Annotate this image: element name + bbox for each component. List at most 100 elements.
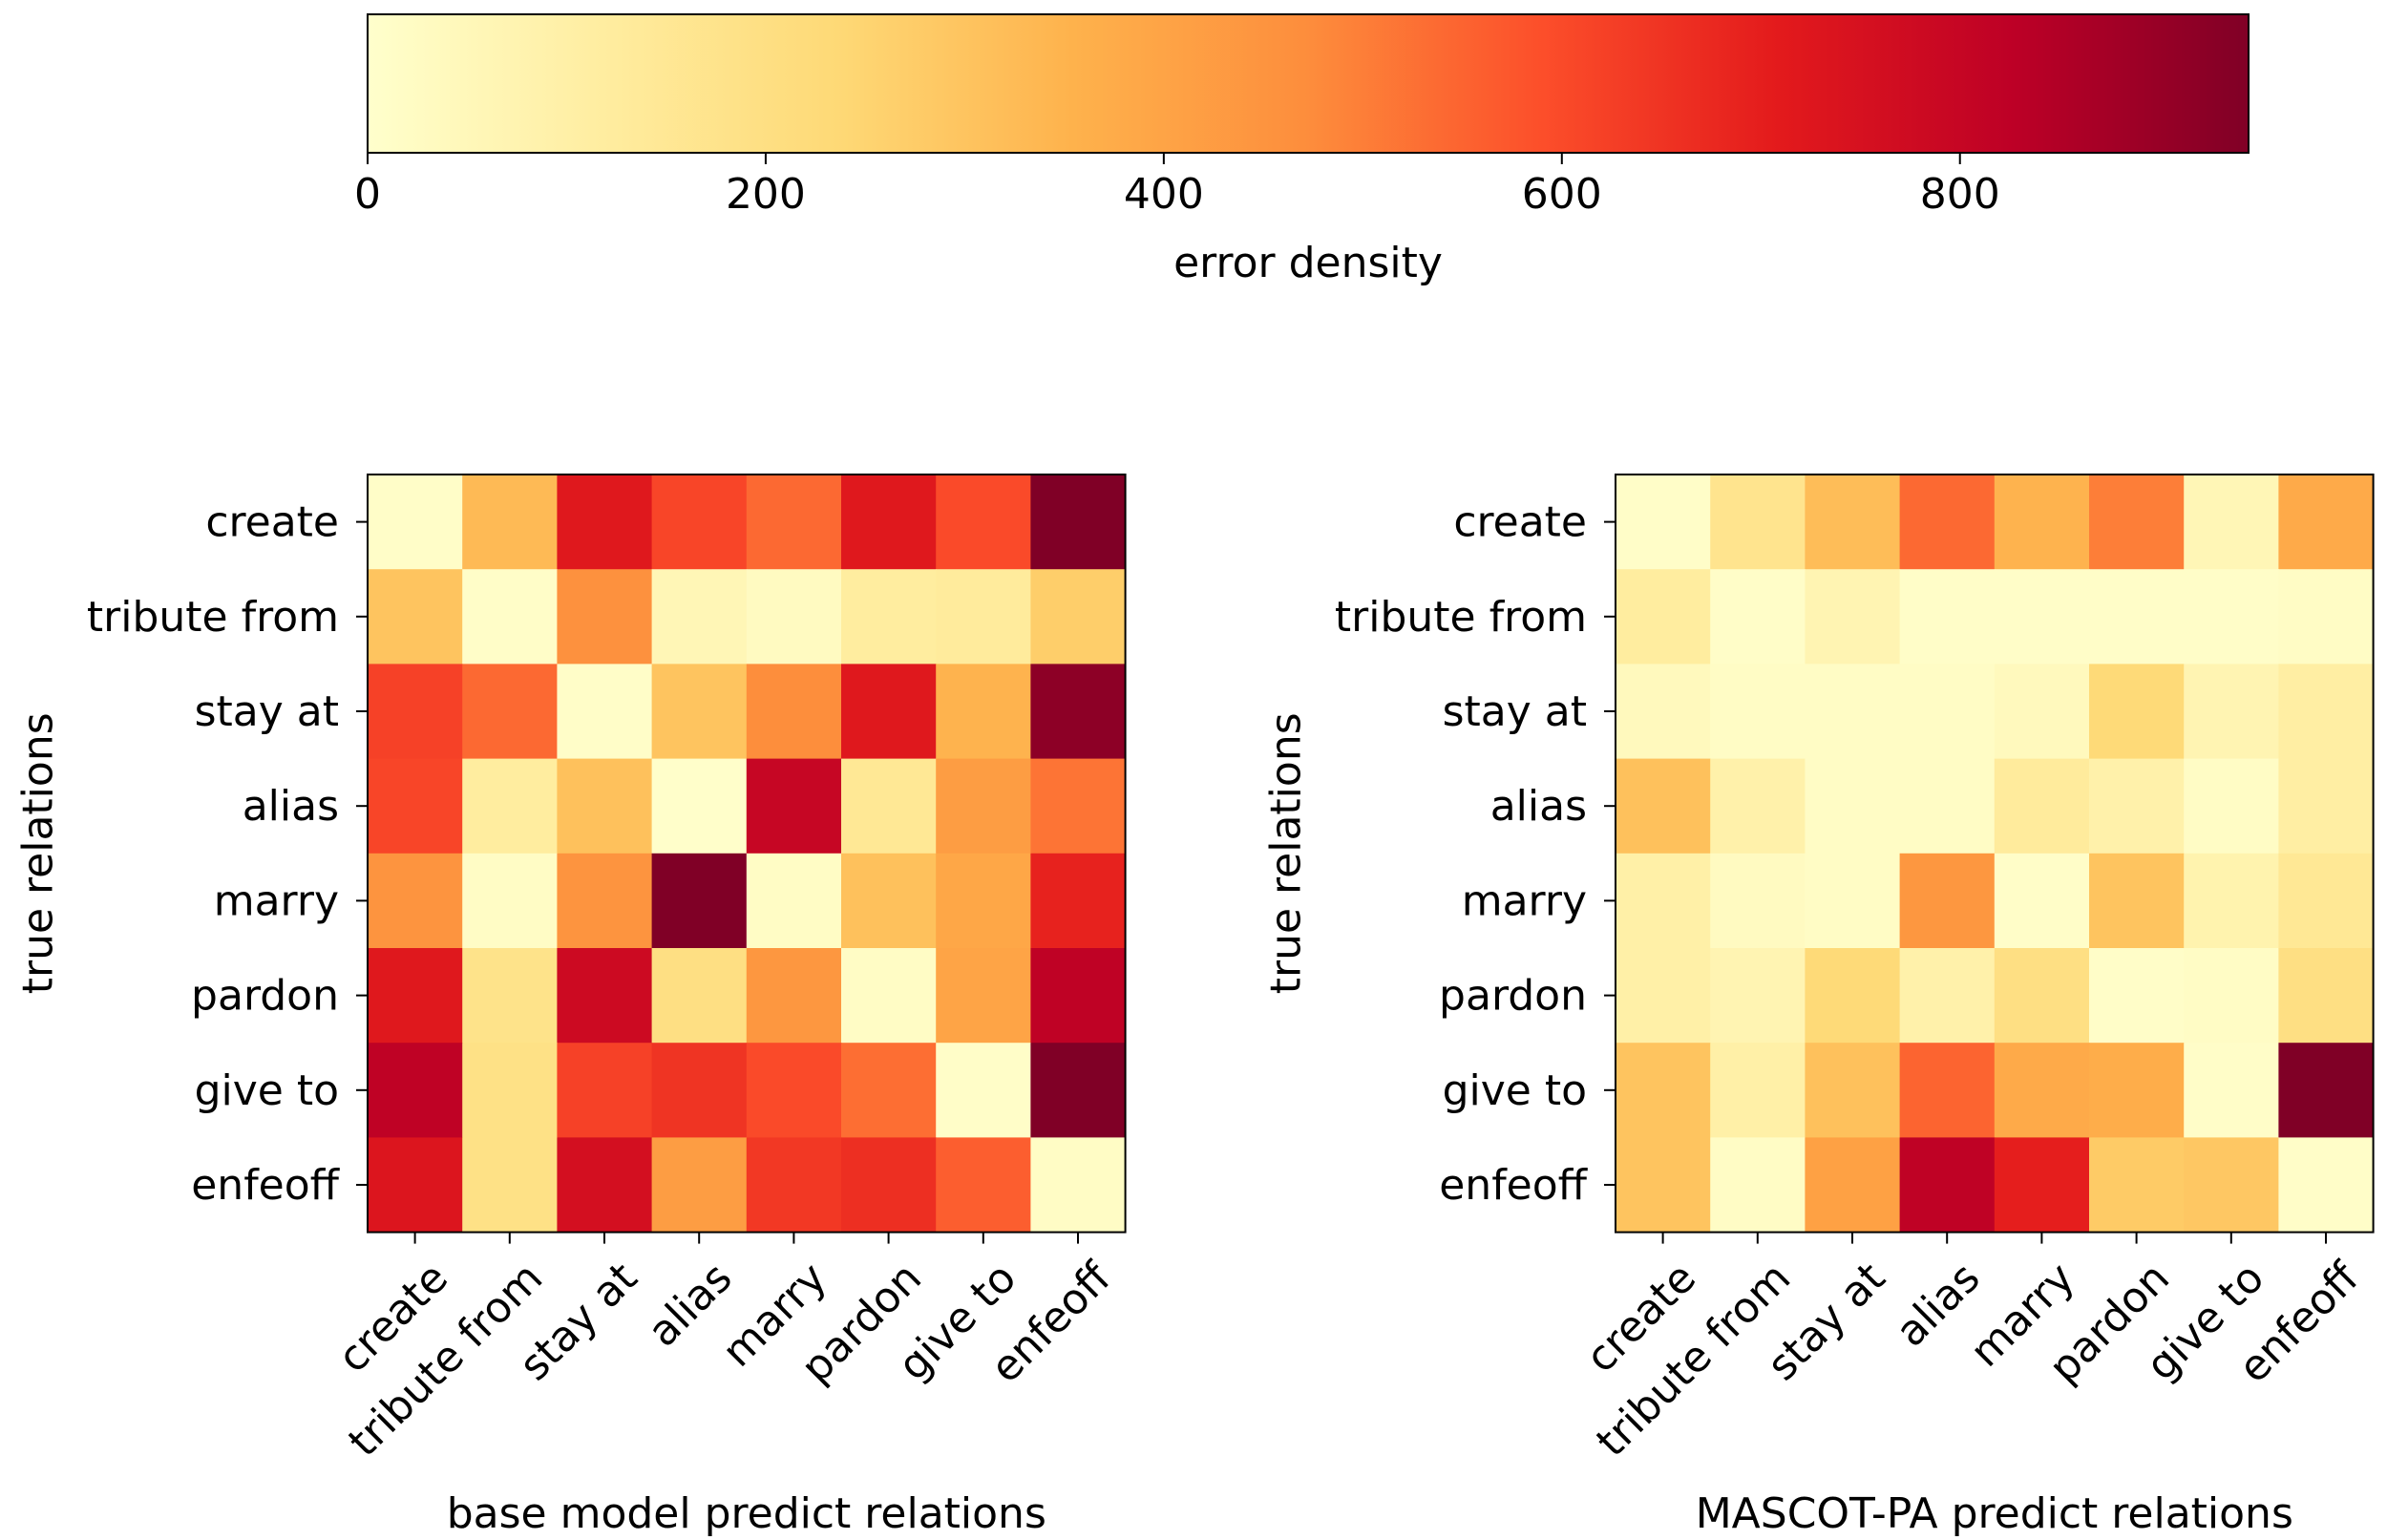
- heatmap-cell: [651, 853, 748, 949]
- heatmap-cell: [1805, 1043, 1901, 1138]
- y-axis-label: true relations: [1262, 712, 1311, 994]
- heatmap-cell: [1899, 948, 1996, 1044]
- heatmap-cell: [1710, 475, 1806, 570]
- heatmap-cell: [2089, 475, 2185, 570]
- heatmap-cell: [2278, 1137, 2375, 1234]
- heatmap-cell: [1616, 664, 1711, 760]
- heatmap-cell: [651, 664, 748, 760]
- heatmap-cell: [841, 758, 937, 854]
- heatmap-cell: [1994, 853, 2090, 949]
- y-tick-label: enfeoff: [1439, 1161, 1588, 1210]
- heatmap-cell: [841, 1043, 937, 1138]
- colorbar-label: error density: [1173, 239, 1443, 287]
- heatmap-cell: [2089, 853, 2185, 949]
- heatmap-cell: [746, 1137, 842, 1234]
- heatmap-cell: [368, 1137, 463, 1234]
- heatmap-cell: [2184, 664, 2279, 760]
- heatmap-cell: [368, 758, 463, 854]
- y-tick-label: marry: [214, 876, 339, 925]
- heatmap-cell: [2089, 1137, 2185, 1234]
- heatmap-cell: [1994, 664, 2090, 760]
- heatmap-cell: [651, 1137, 748, 1234]
- colorbar-tick-label: 600: [1522, 170, 1602, 219]
- heatmap-cell: [1805, 475, 1901, 570]
- heatmap-cell: [1899, 1043, 1996, 1138]
- heatmap-cell: [1616, 853, 1711, 949]
- x-axis-label: base model predict relations: [447, 1489, 1046, 1538]
- colorbar-tick-label: 800: [1920, 170, 2000, 219]
- heatmap-cell: [1710, 569, 1806, 665]
- heatmap-cell: [841, 664, 937, 760]
- heatmap-cell: [936, 1137, 1031, 1234]
- heatmap-cell: [1710, 853, 1806, 949]
- heatmap-cell: [936, 758, 1031, 854]
- y-tick-label: create: [1453, 498, 1587, 547]
- heatmap-cell: [462, 1043, 558, 1138]
- heatmap-cell: [936, 1043, 1031, 1138]
- heatmap-cell: [2184, 1137, 2279, 1234]
- heatmap-cell: [1030, 1137, 1127, 1234]
- heatmap-cell: [557, 948, 653, 1044]
- y-tick-label: give to: [1443, 1066, 1587, 1115]
- colorbar-tick-label: 400: [1124, 170, 1204, 219]
- heatmap-cell: [557, 853, 653, 949]
- colorbar-tick-label: 0: [354, 170, 381, 219]
- heatmap-cells: [368, 475, 1127, 1234]
- heatmap-cell: [651, 758, 748, 854]
- heatmap-cell: [651, 569, 748, 665]
- x-axis-label: MASCOT-PA predict relations: [1696, 1489, 2293, 1538]
- heatmap-cell: [936, 664, 1031, 760]
- heatmap-cell: [746, 569, 842, 665]
- heatmap-cell: [2278, 569, 2375, 665]
- heatmap-cell: [936, 948, 1031, 1044]
- y-tick-label: alias: [243, 782, 339, 831]
- heatmap-cell: [651, 1043, 748, 1138]
- heatmap-cell: [368, 664, 463, 760]
- heatmap-cell: [2184, 853, 2279, 949]
- heatmap-cell: [1805, 664, 1901, 760]
- heatmap-cell: [462, 569, 558, 665]
- y-tick-label: tribute from: [87, 593, 339, 642]
- heatmap-cell: [1805, 853, 1901, 949]
- heatmap-cell: [462, 1137, 558, 1234]
- heatmap-cell: [746, 1043, 842, 1138]
- heatmap-cell: [368, 569, 463, 665]
- heatmap-cell: [841, 569, 937, 665]
- heatmap-cell: [2278, 758, 2375, 854]
- heatmap-cell: [1805, 758, 1901, 854]
- heatmap-cell: [841, 1137, 937, 1234]
- heatmap-cell: [2278, 1043, 2375, 1138]
- y-tick-label: tribute from: [1335, 593, 1587, 642]
- heatmap-cell: [2184, 475, 2279, 570]
- y-axis-label: true relations: [14, 712, 63, 994]
- heatmap-cell: [1030, 475, 1127, 570]
- heatmap-cell: [2089, 758, 2185, 854]
- heatmap-cell: [1030, 948, 1127, 1044]
- y-tick-label: create: [205, 498, 339, 547]
- heatmap-cell: [651, 948, 748, 1044]
- heatmap-cell: [2278, 664, 2375, 760]
- heatmap-cell: [1616, 569, 1711, 665]
- heatmap-cell: [368, 475, 463, 570]
- heatmap-cell: [1616, 758, 1711, 854]
- heatmap-cell: [1616, 1043, 1711, 1138]
- heatmap-cell: [1710, 758, 1806, 854]
- heatmap-cell: [1710, 948, 1806, 1044]
- heatmap-cell: [1030, 853, 1127, 949]
- heatmap-cell: [746, 664, 842, 760]
- heatmap-cell: [1616, 1137, 1711, 1234]
- heatmap-cell: [1899, 853, 1996, 949]
- heatmap-cell: [1710, 664, 1806, 760]
- heatmap-cell: [1616, 948, 1711, 1044]
- heatmap-cell: [936, 569, 1031, 665]
- heatmap-cell: [462, 664, 558, 760]
- colorbar: 0 200 400 600 800 error density: [354, 13, 2250, 287]
- heatmap-cell: [746, 758, 842, 854]
- heatmap-cell: [2184, 948, 2279, 1044]
- heatmap-frame: [367, 474, 1127, 1234]
- heatmap-cell: [1710, 1043, 1806, 1138]
- heatmap-cell: [557, 664, 653, 760]
- heatmap-cell: [1710, 1137, 1806, 1234]
- heatmap-cell: [368, 948, 463, 1044]
